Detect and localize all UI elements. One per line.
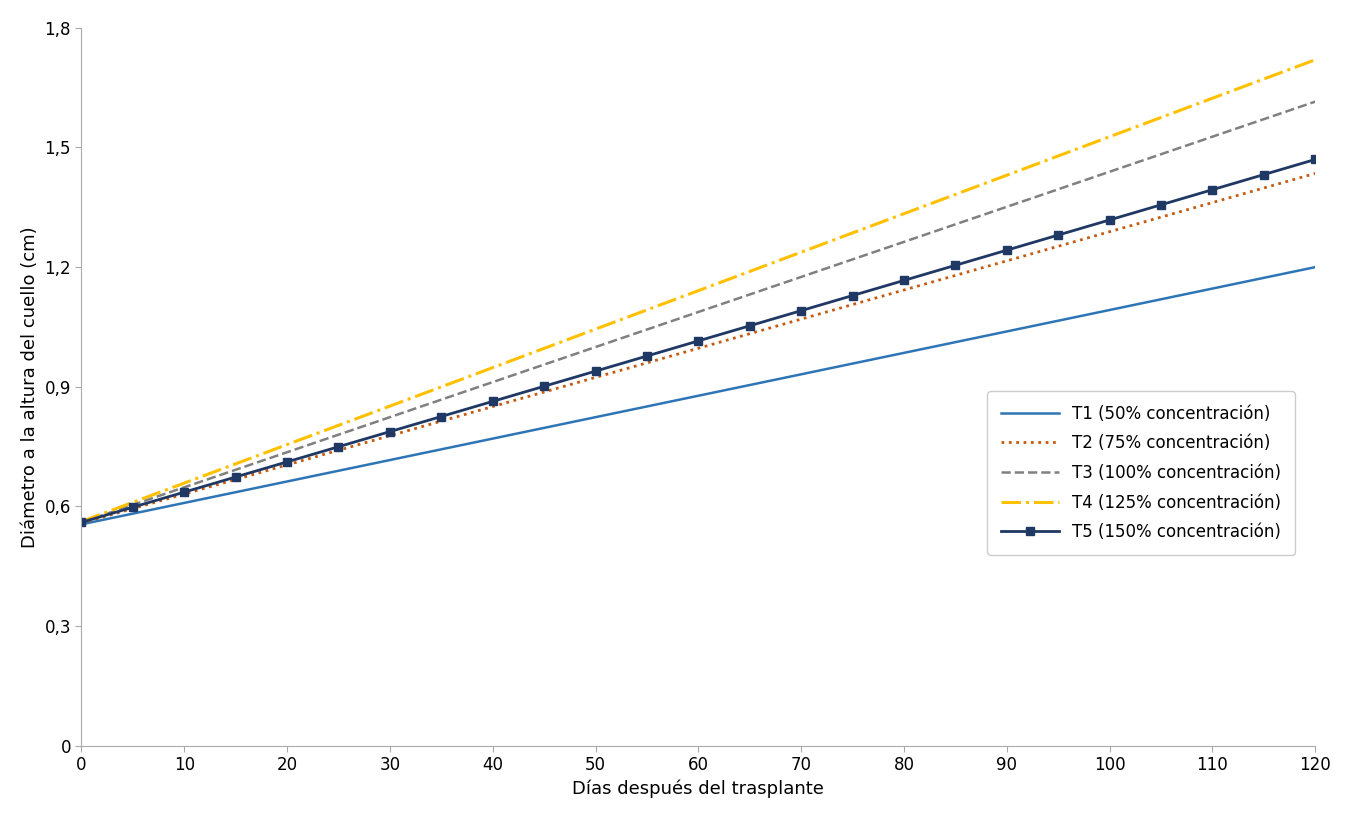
X-axis label: Días después del trasplante: Días después del trasplante	[572, 780, 825, 799]
Y-axis label: Diámetro a la altura del cuello (cm): Diámetro a la altura del cuello (cm)	[20, 226, 39, 548]
Legend: T1 (50% concentración), T2 (75% concentración), T3 (100% concentración), T4 (125: T1 (50% concentración), T2 (75% concentr…	[987, 391, 1295, 554]
